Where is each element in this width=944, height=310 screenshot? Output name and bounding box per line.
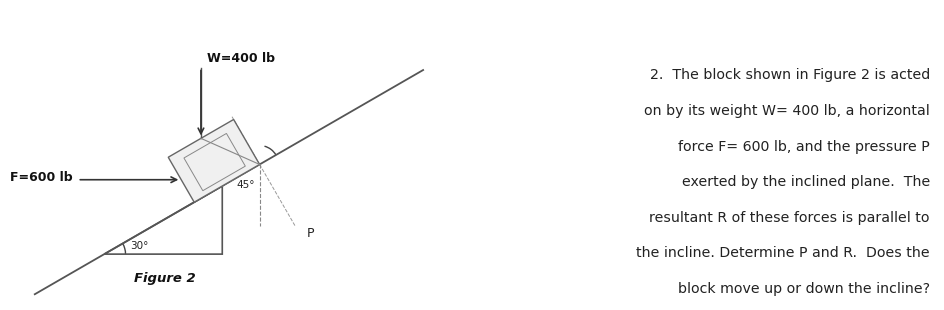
Polygon shape [168,119,260,202]
Text: 2.  The block shown in Figure 2 is acted: 2. The block shown in Figure 2 is acted [649,68,930,82]
Text: force F= 600 lb, and the pressure P: force F= 600 lb, and the pressure P [678,140,930,153]
Text: P: P [307,228,314,241]
Text: on by its weight W= 400 lb, a horizontal: on by its weight W= 400 lb, a horizontal [644,104,930,118]
Text: block move up or down the incline?: block move up or down the incline? [678,282,930,296]
Text: 30°: 30° [130,241,148,251]
Text: resultant R of these forces is parallel to: resultant R of these forces is parallel … [649,211,930,225]
Text: Figure 2: Figure 2 [134,272,196,285]
Text: F=600 lb: F=600 lb [10,171,73,184]
Text: 45°: 45° [236,179,255,189]
Text: the incline. Determine P and R.  Does the: the incline. Determine P and R. Does the [636,246,930,260]
Text: exerted by the inclined plane.  The: exerted by the inclined plane. The [682,175,930,189]
Text: W=400 lb: W=400 lb [207,52,275,65]
